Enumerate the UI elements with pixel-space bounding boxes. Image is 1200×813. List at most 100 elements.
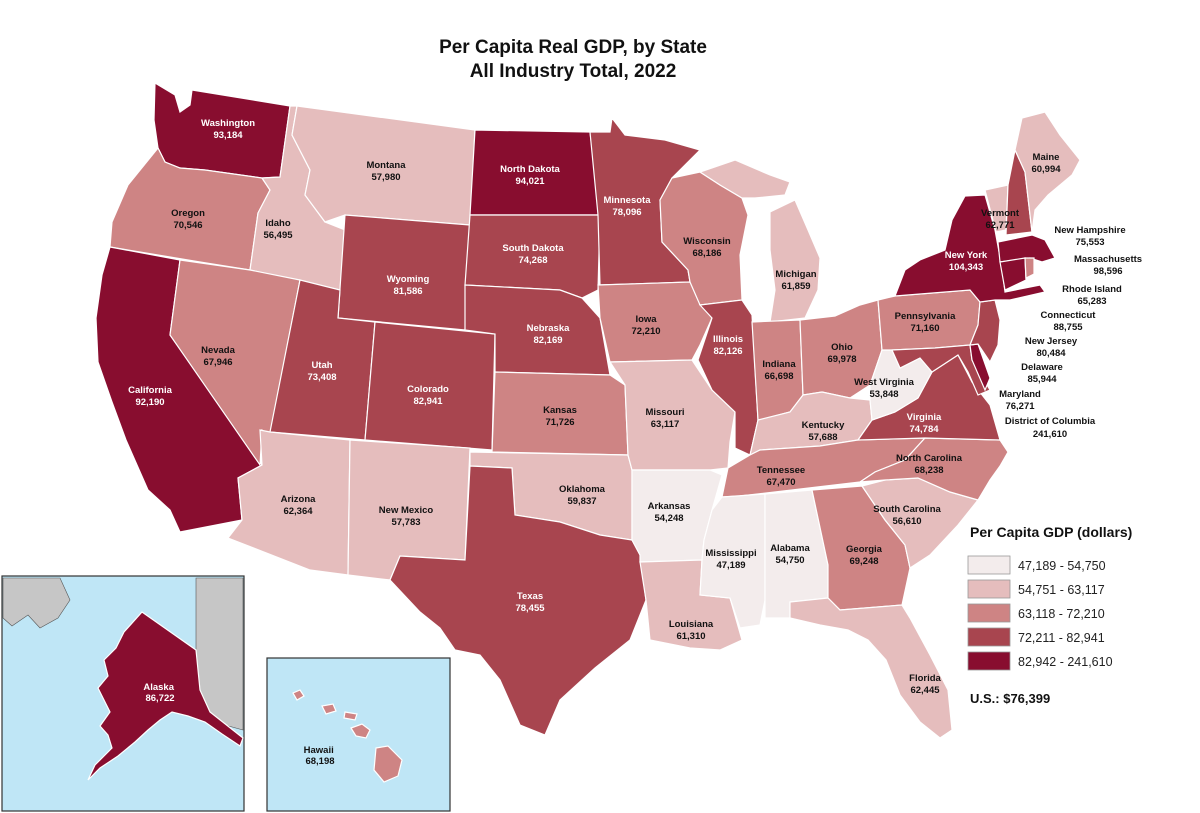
wisconsin-label: Wisconsin 68,186 bbox=[683, 236, 731, 259]
nevada-value: 67,946 bbox=[203, 357, 232, 368]
idaho-value: 56,495 bbox=[263, 230, 293, 241]
state-alaska[interactable] bbox=[87, 611, 244, 781]
alaska-name: Alaska bbox=[143, 682, 174, 693]
minnesota-value: 78,096 bbox=[612, 207, 641, 218]
colorado-value: 82,941 bbox=[413, 396, 443, 407]
mississippi-value: 47,189 bbox=[716, 560, 745, 571]
utah-name: Utah bbox=[311, 360, 332, 371]
new-jersey-label: New Jersey 80,484 bbox=[1025, 336, 1078, 359]
dc-label: District of Columbia 241,610 bbox=[1005, 416, 1096, 440]
oregon-name: Oregon bbox=[171, 208, 205, 219]
state-connecticut[interactable] bbox=[999, 257, 1027, 291]
delaware-name: Delaware bbox=[1021, 362, 1063, 373]
connecticut-value: 88,755 bbox=[1053, 322, 1083, 333]
california-name: California bbox=[128, 385, 173, 396]
wisconsin-name: Wisconsin bbox=[683, 236, 731, 247]
nevada-label: Nevada 67,946 bbox=[201, 345, 236, 368]
iowa-value: 72,210 bbox=[631, 326, 660, 337]
north-carolina-name: North Carolina bbox=[896, 453, 963, 464]
south-dakota-label: South Dakota 74,268 bbox=[502, 243, 564, 266]
arizona-label: Arizona 62,364 bbox=[281, 494, 317, 517]
louisiana-name: Louisiana bbox=[669, 619, 714, 630]
tennessee-name: Tennessee bbox=[757, 465, 805, 476]
ohio-label: Ohio 69,978 bbox=[827, 342, 856, 365]
wyoming-value: 81,586 bbox=[393, 286, 422, 297]
wisconsin-value: 68,186 bbox=[692, 248, 721, 259]
missouri-value: 63,117 bbox=[651, 419, 680, 430]
massachusetts-label: Massachusetts 98,596 bbox=[1074, 254, 1142, 277]
hawaii-label: Hawaii 68,198 bbox=[304, 745, 337, 767]
michigan-value: 61,859 bbox=[781, 281, 810, 292]
map-title-line-2: All Industry Total, 2022 bbox=[469, 61, 677, 82]
new-hampshire-label: New Hampshire 75,553 bbox=[1054, 225, 1125, 248]
rhode-island-name: Rhode Island bbox=[1062, 284, 1122, 295]
wyoming-label: Wyoming 81,586 bbox=[387, 274, 430, 297]
legend-item: 63,118 - 72,210 bbox=[967, 603, 1105, 623]
florida-value: 62,445 bbox=[910, 685, 940, 696]
alaska-inset: Alaska 86,722 bbox=[1, 575, 245, 812]
kentucky-name: Kentucky bbox=[802, 420, 845, 431]
alabama-label: Alabama 54,750 bbox=[770, 543, 810, 566]
idaho-label: Idaho 56,495 bbox=[263, 218, 293, 241]
california-label: California 92,190 bbox=[128, 385, 173, 408]
state-texas[interactable] bbox=[389, 465, 647, 736]
maine-value: 60,994 bbox=[1031, 164, 1061, 175]
iowa-label: Iowa 72,210 bbox=[631, 314, 660, 337]
massachusetts-value: 98,596 bbox=[1093, 266, 1122, 277]
state-maine[interactable] bbox=[1014, 111, 1081, 233]
state-illinois[interactable] bbox=[697, 299, 759, 456]
north-dakota-label: North Dakota 94,021 bbox=[500, 164, 560, 187]
georgia-name: Georgia bbox=[846, 544, 883, 555]
south-carolina-value: 56,610 bbox=[892, 516, 921, 527]
south-dakota-value: 74,268 bbox=[518, 255, 547, 266]
state-florida[interactable] bbox=[789, 597, 953, 739]
kentucky-value: 57,688 bbox=[808, 432, 837, 443]
state-hawaii[interactable] bbox=[292, 689, 403, 783]
new-mexico-name: New Mexico bbox=[379, 505, 434, 516]
mississippi-label: Mississippi 47,189 bbox=[705, 548, 756, 571]
north-carolina-label: North Carolina 68,238 bbox=[896, 453, 963, 476]
indiana-name: Indiana bbox=[762, 359, 796, 370]
map-title: Per Capita Real GDP, by State All Indust… bbox=[0, 36, 1146, 84]
new-york-name: New York bbox=[945, 250, 988, 261]
rhode-island-value: 65,283 bbox=[1077, 296, 1106, 307]
state-north_carolina[interactable] bbox=[857, 437, 1009, 501]
state-michigan-lower[interactable] bbox=[769, 199, 821, 323]
legend-item: 54,751 - 63,117 bbox=[967, 579, 1105, 599]
virginia-label: Virginia 74,784 bbox=[907, 412, 942, 435]
oklahoma-name: Oklahoma bbox=[559, 484, 606, 495]
maryland-value: 76,271 bbox=[1005, 401, 1035, 412]
alabama-name: Alabama bbox=[770, 543, 810, 554]
new-hampshire-name: New Hampshire bbox=[1054, 225, 1125, 236]
state-labels: Washington 93,184 Oregon 70,546 California… bbox=[128, 118, 1061, 696]
north-carolina-value: 68,238 bbox=[914, 465, 943, 476]
vermont-label: Vermont 62,771 bbox=[981, 208, 1020, 231]
utah-label: Utah 73,408 bbox=[307, 360, 336, 383]
state-wyoming[interactable] bbox=[337, 214, 471, 331]
legend-range-1: 47,189 - 54,750 bbox=[1018, 559, 1106, 573]
texas-name: Texas bbox=[517, 591, 543, 602]
hawaii-value: 68,198 bbox=[305, 756, 334, 767]
montana-value: 57,980 bbox=[371, 172, 400, 183]
russia-landmass bbox=[2, 577, 71, 629]
state-new_jersey[interactable] bbox=[969, 299, 1001, 364]
new-york-value: 104,343 bbox=[949, 262, 983, 273]
map-legend: Per Capita GDP (dollars) 47,189 - 54,750… bbox=[967, 524, 1132, 706]
rhode-island-label: Rhode Island 65,283 bbox=[1062, 284, 1122, 307]
state-maryland[interactable] bbox=[891, 344, 991, 396]
texas-value: 78,455 bbox=[515, 603, 545, 614]
map-title-line-1: Per Capita Real GDP, by State bbox=[439, 37, 707, 58]
tennessee-value: 67,470 bbox=[766, 477, 795, 488]
new-hampshire-value: 75,553 bbox=[1075, 237, 1104, 248]
colorado-name: Colorado bbox=[407, 384, 449, 395]
state-rhode_island[interactable] bbox=[1024, 257, 1035, 279]
virginia-name: Virginia bbox=[907, 412, 942, 423]
virginia-value: 74,784 bbox=[909, 424, 939, 435]
delaware-value: 85,944 bbox=[1027, 374, 1057, 385]
montana-label: Montana 57,980 bbox=[366, 160, 406, 183]
state-michigan[interactable] bbox=[698, 159, 791, 199]
arizona-name: Arizona bbox=[281, 494, 317, 505]
kansas-value: 71,726 bbox=[545, 417, 574, 428]
new-jersey-name: New Jersey bbox=[1025, 336, 1078, 347]
california-value: 92,190 bbox=[135, 397, 164, 408]
